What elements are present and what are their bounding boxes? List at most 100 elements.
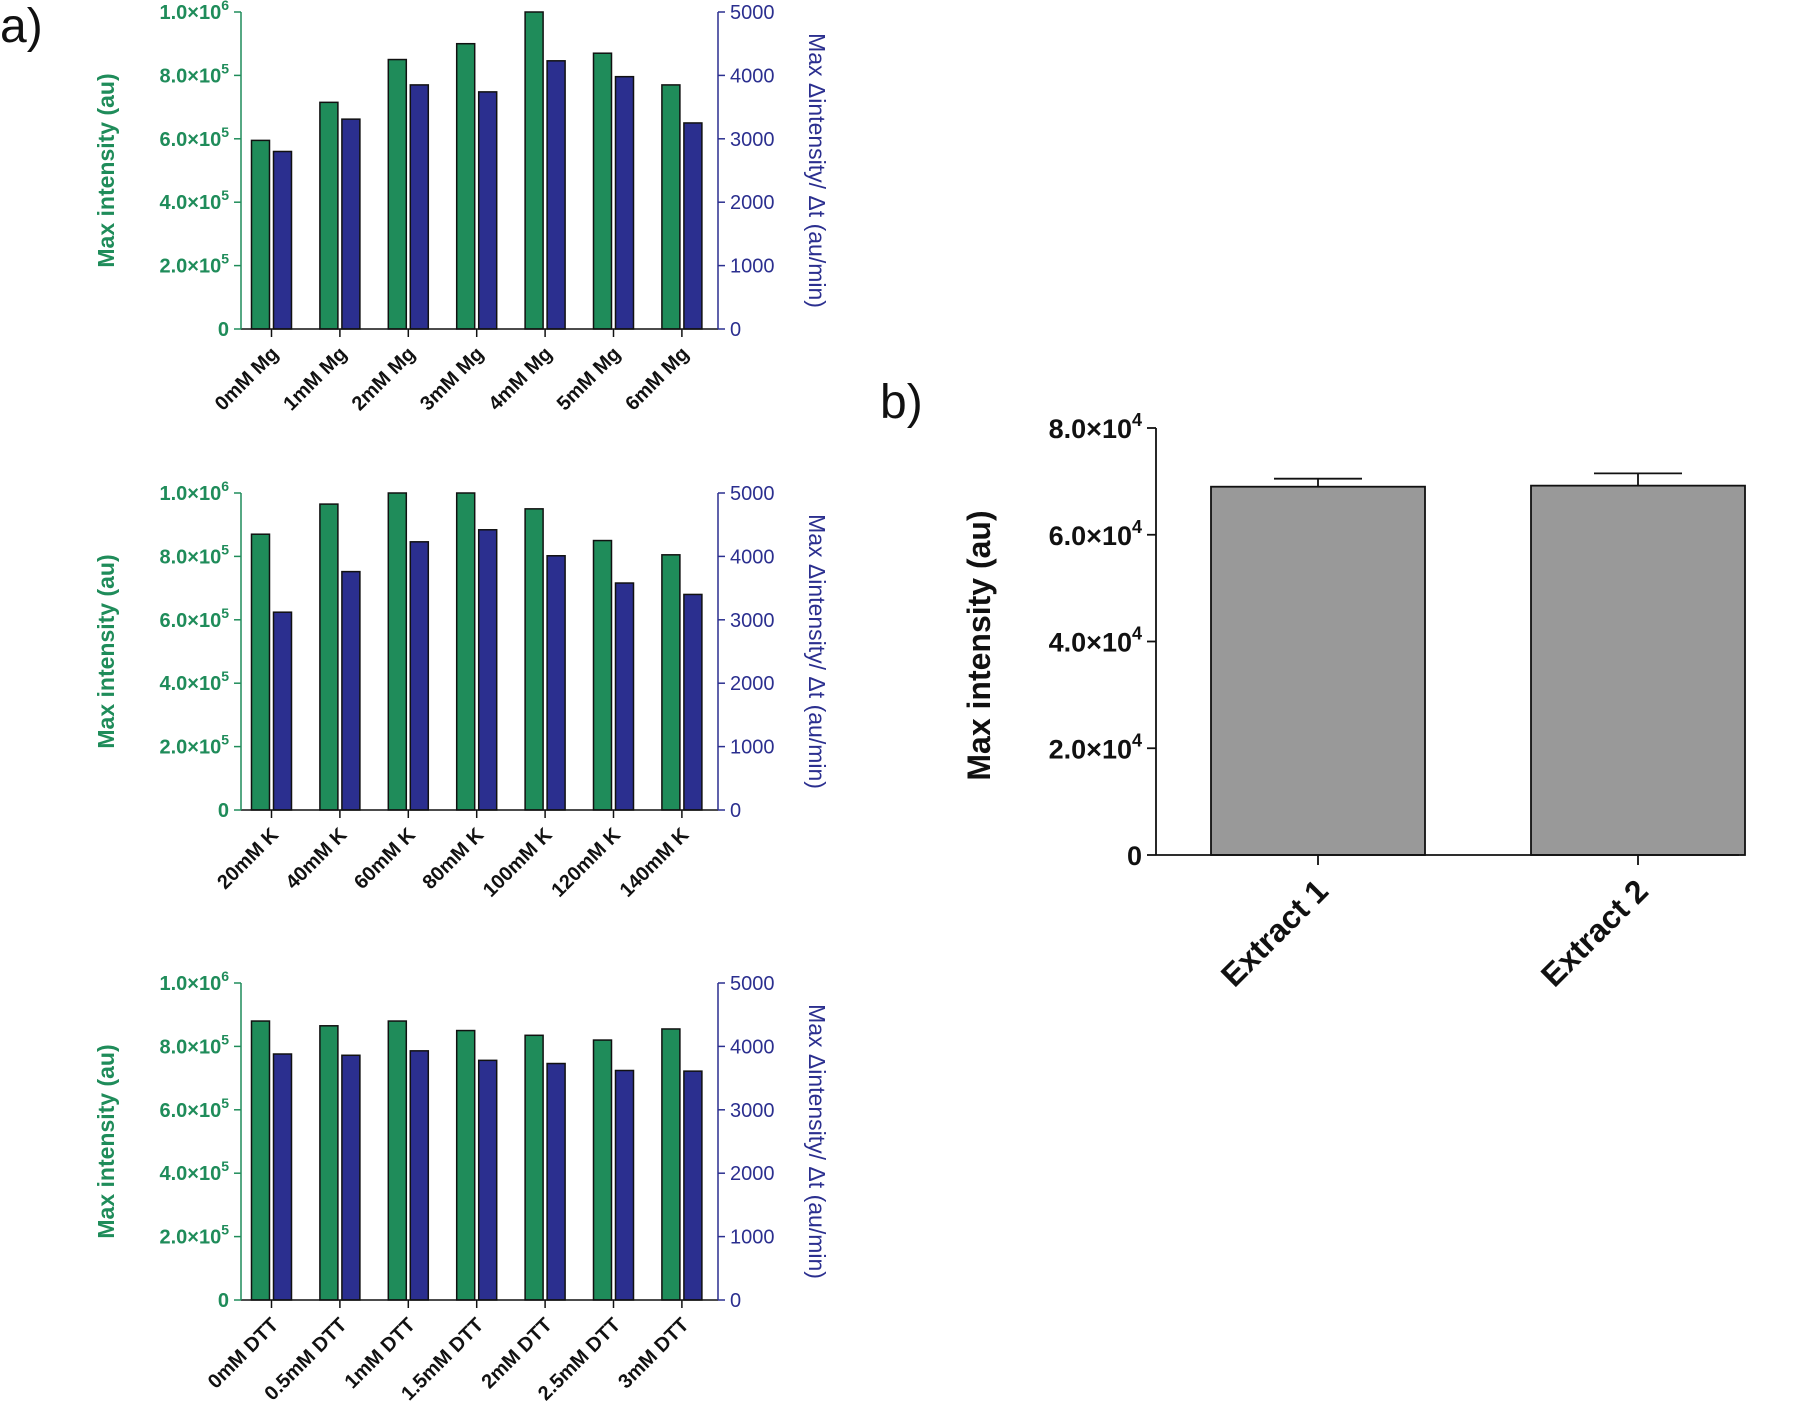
bar-max-intensity bbox=[592, 52, 613, 330]
bar-max-intensity bbox=[455, 1029, 476, 1301]
y-axis-title-left: Max intensity (au) bbox=[93, 73, 119, 267]
y-tick-label-left: 2.0×105 bbox=[159, 732, 229, 759]
bar-max-delta-intensity bbox=[477, 91, 498, 330]
y-tick-label: 8.0×104 bbox=[1049, 410, 1142, 444]
bar-max-intensity bbox=[524, 1034, 544, 1301]
y-tick-label-right: 0 bbox=[730, 800, 741, 822]
y-tick-label-left: 4.0×105 bbox=[159, 1158, 229, 1185]
x-tick-label: 140mM K bbox=[616, 824, 694, 902]
x-tick-label: 40mM K bbox=[282, 824, 352, 894]
bar-max-intensity bbox=[455, 492, 476, 811]
bar-max-delta-intensity bbox=[683, 593, 703, 811]
y-tick-label-left: 1.0×106 bbox=[159, 968, 229, 995]
x-tick-label: 5mM Mg bbox=[553, 343, 625, 415]
panel-label-b: b) bbox=[880, 376, 923, 429]
bar-max-delta-intensity bbox=[341, 570, 361, 811]
x-tick-label: 80mM K bbox=[418, 824, 488, 894]
y-tick-label-right: 1000 bbox=[730, 1227, 775, 1249]
x-tick-label: 2mM Mg bbox=[348, 343, 420, 415]
y-tick-label-right: 3000 bbox=[730, 1100, 775, 1122]
y-axis-title-left: Max intensity (au) bbox=[93, 554, 119, 748]
x-tick-label: 4mM Mg bbox=[485, 343, 557, 415]
bar-max-intensity bbox=[524, 508, 544, 811]
y-axis-title-right: Max Δintensity/ Δt (au/min) bbox=[804, 33, 830, 308]
bar-max-delta-intensity bbox=[409, 84, 430, 330]
bar-max-intensity bbox=[661, 84, 681, 330]
x-tick-label: Extract 1 bbox=[1214, 872, 1335, 993]
y-tick-label-left: 0 bbox=[218, 319, 229, 341]
y-tick-label-left: 6.0×105 bbox=[159, 124, 229, 151]
bar-max-delta-intensity bbox=[409, 541, 430, 811]
y-tick-label-left: 8.0×105 bbox=[159, 1031, 229, 1058]
bar-max-delta-intensity bbox=[341, 118, 361, 330]
bar-max-delta-intensity bbox=[546, 1062, 566, 1301]
y-tick-label-right: 5000 bbox=[730, 483, 775, 505]
bar-max-delta-intensity bbox=[614, 75, 635, 330]
bar-max-intensity bbox=[455, 42, 476, 330]
bar-max-intensity bbox=[250, 139, 271, 330]
x-tick-label: 3mM DTT bbox=[614, 1314, 693, 1393]
x-tick-label: 60mM K bbox=[350, 824, 420, 894]
bar-max-intensity bbox=[319, 503, 339, 811]
y-tick-label-right: 1000 bbox=[730, 256, 775, 278]
y-tick-label-left: 6.0×105 bbox=[159, 1095, 229, 1122]
bar-max-delta-intensity bbox=[614, 1069, 635, 1301]
x-tick-label: Extract 2 bbox=[1534, 872, 1655, 993]
x-tick-label: 0mM Mg bbox=[211, 343, 283, 415]
bar-max-intensity bbox=[524, 11, 544, 330]
x-tick-label: 1mM Mg bbox=[279, 343, 351, 415]
y-axis-title: Max intensity (au) bbox=[961, 510, 997, 780]
y-tick-label-left: 4.0×105 bbox=[159, 187, 229, 214]
bar-max-delta-intensity bbox=[409, 1050, 430, 1301]
y-tick-label-left: 0 bbox=[218, 1290, 229, 1312]
bar-extract bbox=[1210, 485, 1426, 856]
y-tick-label-left: 6.0×105 bbox=[159, 605, 229, 632]
y-tick-label-right: 3000 bbox=[730, 610, 775, 632]
bar-max-delta-intensity bbox=[477, 529, 498, 811]
bar-max-delta-intensity bbox=[614, 582, 635, 811]
bar-max-delta-intensity bbox=[683, 1070, 703, 1301]
bar-max-delta-intensity bbox=[341, 1054, 361, 1301]
bar-max-intensity bbox=[661, 554, 681, 811]
bar-max-intensity bbox=[661, 1028, 681, 1301]
y-tick-label-right: 4000 bbox=[730, 65, 775, 87]
bar-max-delta-intensity bbox=[272, 150, 293, 330]
y-tick-label-right: 5000 bbox=[730, 973, 775, 995]
x-tick-label: 6mM Mg bbox=[621, 343, 693, 415]
y-tick-label-right: 3000 bbox=[730, 129, 775, 151]
y-tick-label-right: 0 bbox=[730, 319, 741, 341]
y-tick-label: 0 bbox=[1127, 841, 1142, 871]
bar-max-delta-intensity bbox=[546, 555, 566, 811]
y-tick-label: 6.0×104 bbox=[1049, 517, 1142, 551]
bar-max-intensity bbox=[592, 1039, 613, 1301]
x-tick-label: 100mM K bbox=[479, 824, 557, 902]
y-tick-label-right: 0 bbox=[730, 1290, 741, 1312]
y-tick-label: 4.0×104 bbox=[1049, 624, 1142, 658]
y-axis-title-right: Max Δintensity/ Δt (au/min) bbox=[804, 514, 830, 789]
bar-max-intensity bbox=[387, 1020, 408, 1301]
y-tick-label: 2.0×104 bbox=[1049, 730, 1142, 764]
bar-max-delta-intensity bbox=[272, 1053, 293, 1301]
panel-label-a: a) bbox=[0, 0, 43, 53]
y-tick-label-left: 1.0×106 bbox=[159, 0, 229, 24]
bar-max-intensity bbox=[319, 101, 339, 330]
y-tick-label-left: 8.0×105 bbox=[159, 541, 229, 568]
bar-max-intensity bbox=[250, 1020, 271, 1301]
x-tick-label: 120mM K bbox=[547, 824, 625, 902]
bar-max-intensity bbox=[387, 492, 408, 811]
y-tick-label-left: 2.0×105 bbox=[159, 1222, 229, 1249]
bar-max-intensity bbox=[319, 1025, 339, 1301]
bar-max-intensity bbox=[250, 533, 271, 811]
y-tick-label-right: 4000 bbox=[730, 1036, 775, 1058]
bar-max-delta-intensity bbox=[272, 611, 293, 811]
bar-max-intensity bbox=[592, 539, 613, 811]
y-tick-label-right: 1000 bbox=[730, 737, 775, 759]
bar-max-delta-intensity bbox=[546, 60, 566, 330]
chart-extracts: Extract 1 Extract 2 0 2.0×104 4.0×104 6.0×104… bbox=[961, 410, 1746, 994]
y-tick-label-left: 1.0×106 bbox=[159, 478, 229, 505]
y-tick-label-left: 2.0×105 bbox=[159, 251, 229, 278]
y-tick-label-left: 0 bbox=[218, 800, 229, 822]
